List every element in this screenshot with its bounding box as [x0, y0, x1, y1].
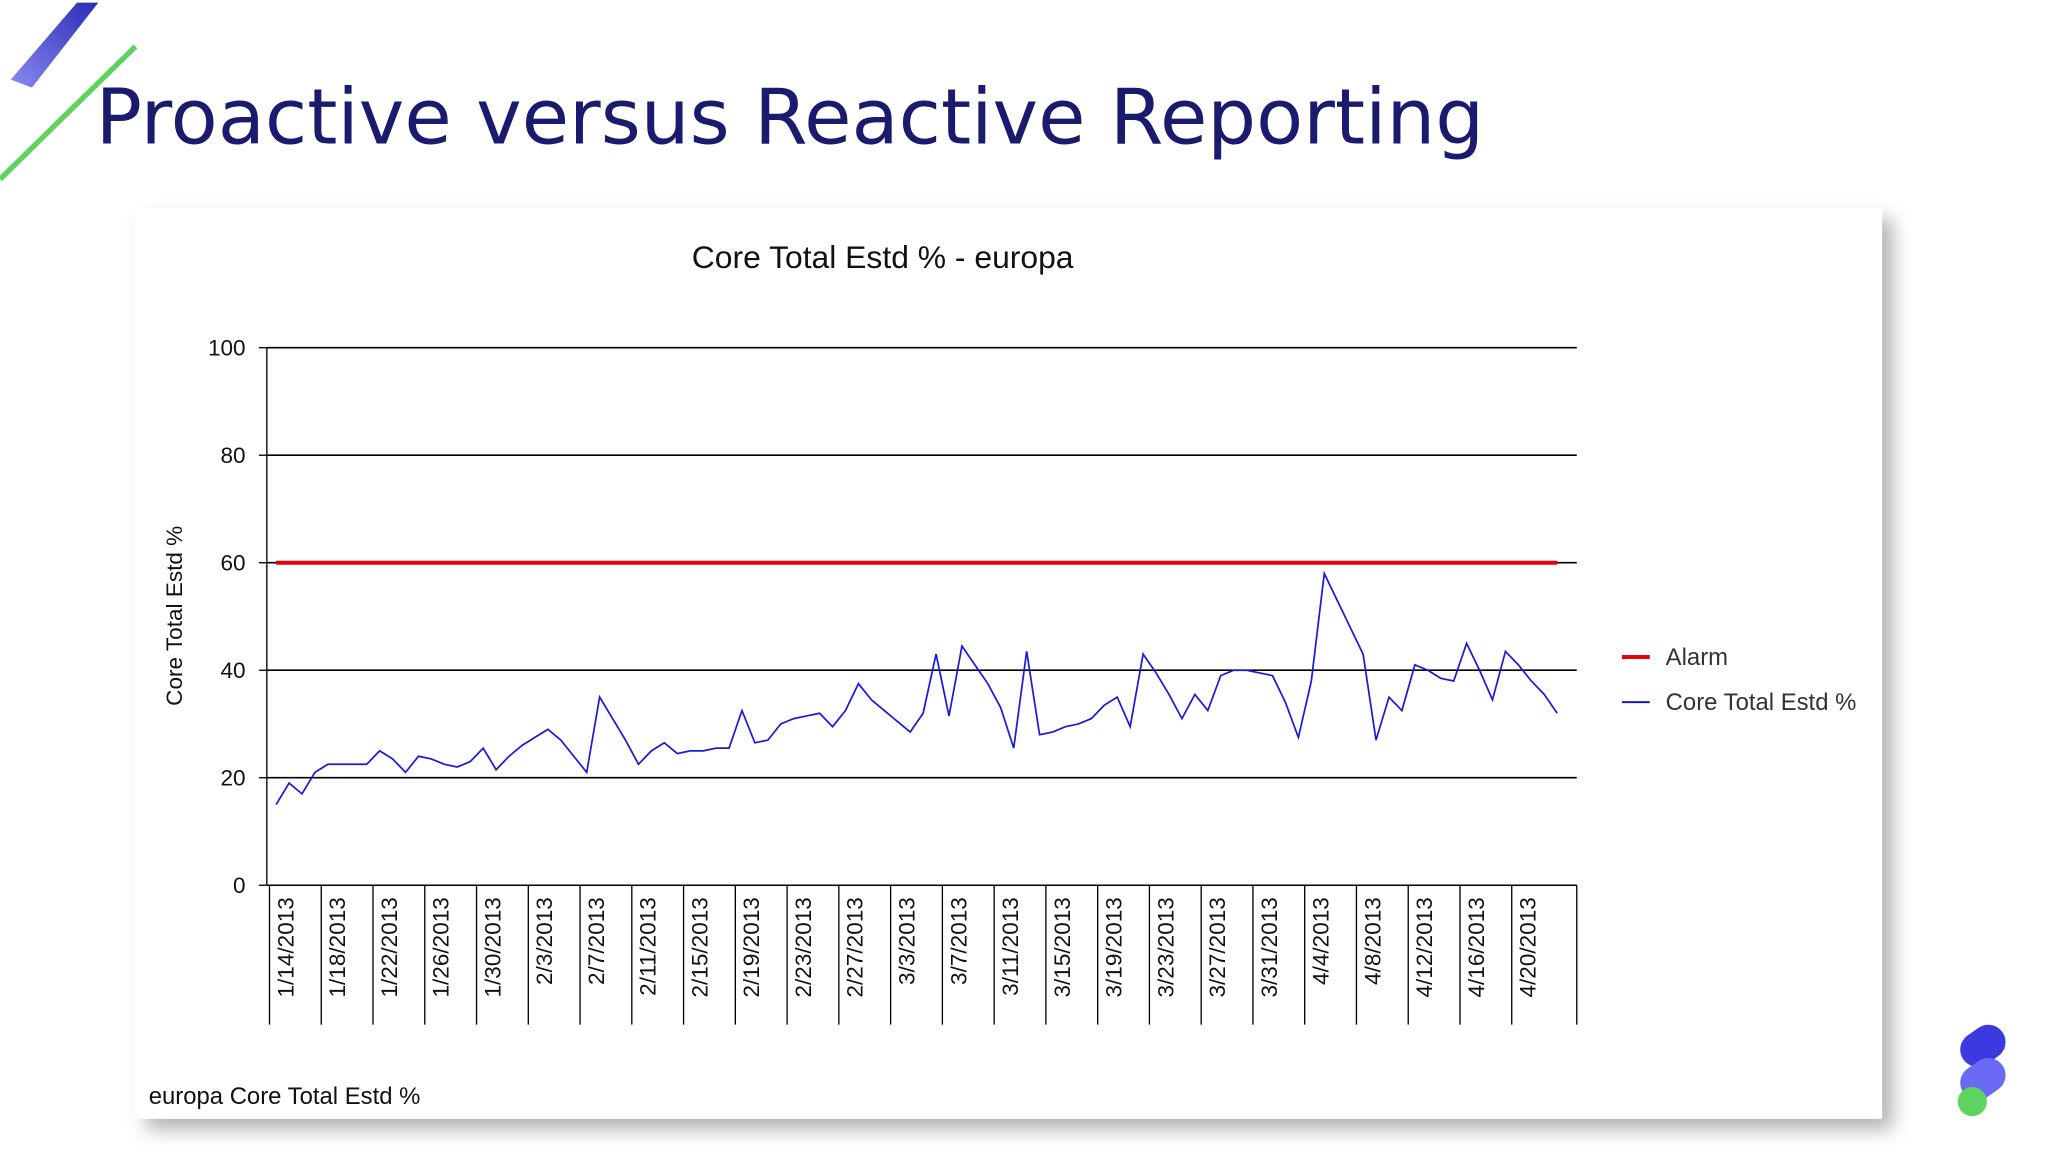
corner-logo — [1957, 1024, 2006, 1117]
logo-piece — [1957, 1086, 1987, 1117]
x-tick-label: 3/11/2013 — [998, 897, 1023, 996]
x-tick-label: 3/19/2013 — [1102, 897, 1127, 997]
chart-card — [135, 208, 1883, 1119]
y-tick-label: 80 — [221, 443, 246, 468]
x-tick-label: 4/4/2013 — [1309, 897, 1334, 985]
x-tick-label: 2/19/2013 — [739, 897, 764, 997]
x-tick-label: 1/18/2013 — [325, 897, 350, 997]
x-tick-label: 1/26/2013 — [429, 897, 454, 997]
x-tick-label: 2/27/2013 — [843, 897, 868, 997]
y-tick-label: 60 — [221, 551, 246, 576]
chart-footer: europa Core Total Estd % — [149, 1083, 421, 1110]
x-tick-label: 2/11/2013 — [636, 897, 661, 996]
x-tick-label: 4/8/2013 — [1360, 897, 1385, 985]
y-tick-label: 40 — [221, 658, 246, 683]
chart-title: Core Total Estd % - europa — [692, 239, 1074, 275]
legend-label: Core Total Estd % — [1666, 689, 1857, 716]
series-line — [275, 570, 1558, 806]
legend-label: Alarm — [1666, 644, 1728, 671]
x-tick-label: 4/16/2013 — [1464, 897, 1489, 997]
y-tick-label: 20 — [221, 766, 246, 791]
x-tick-label: 2/23/2013 — [791, 897, 816, 997]
slide-title: Proactive versus Reactive Reporting — [96, 73, 1484, 162]
x-tick-label: 1/22/2013 — [377, 897, 402, 997]
x-tick-label: 2/3/2013 — [532, 897, 557, 985]
x-tick-label: 1/30/2013 — [480, 897, 505, 997]
x-tick-label: 2/7/2013 — [584, 897, 609, 985]
x-tick-label: 4/12/2013 — [1412, 897, 1437, 997]
x-tick-label: 3/15/2013 — [1050, 897, 1075, 997]
x-tick-label: 2/15/2013 — [687, 897, 712, 997]
logo-line — [0, 44, 138, 182]
x-tick-label: 3/7/2013 — [946, 897, 971, 985]
x-tick-label: 1/14/2013 — [273, 897, 298, 997]
logo-stroke — [10, 2, 99, 88]
plot: 0 20 40 60 80 100 1/14/2013 1/18/2013 1/22/2013 1… — [208, 336, 1856, 1025]
x-tick-label: 3/27/2013 — [1205, 897, 1230, 997]
y-tick-label: 100 — [208, 336, 246, 361]
y-axis-label: Core Total Estd % — [162, 526, 187, 706]
y-tick-label: 0 — [233, 873, 246, 898]
logo-piece — [1960, 1024, 2006, 1067]
x-tick-label: 3/31/2013 — [1257, 897, 1282, 997]
x-tick-label: 4/20/2013 — [1516, 897, 1541, 997]
x-tick-label: 3/3/2013 — [895, 897, 920, 985]
x-tick-label: 3/23/2013 — [1153, 897, 1178, 997]
